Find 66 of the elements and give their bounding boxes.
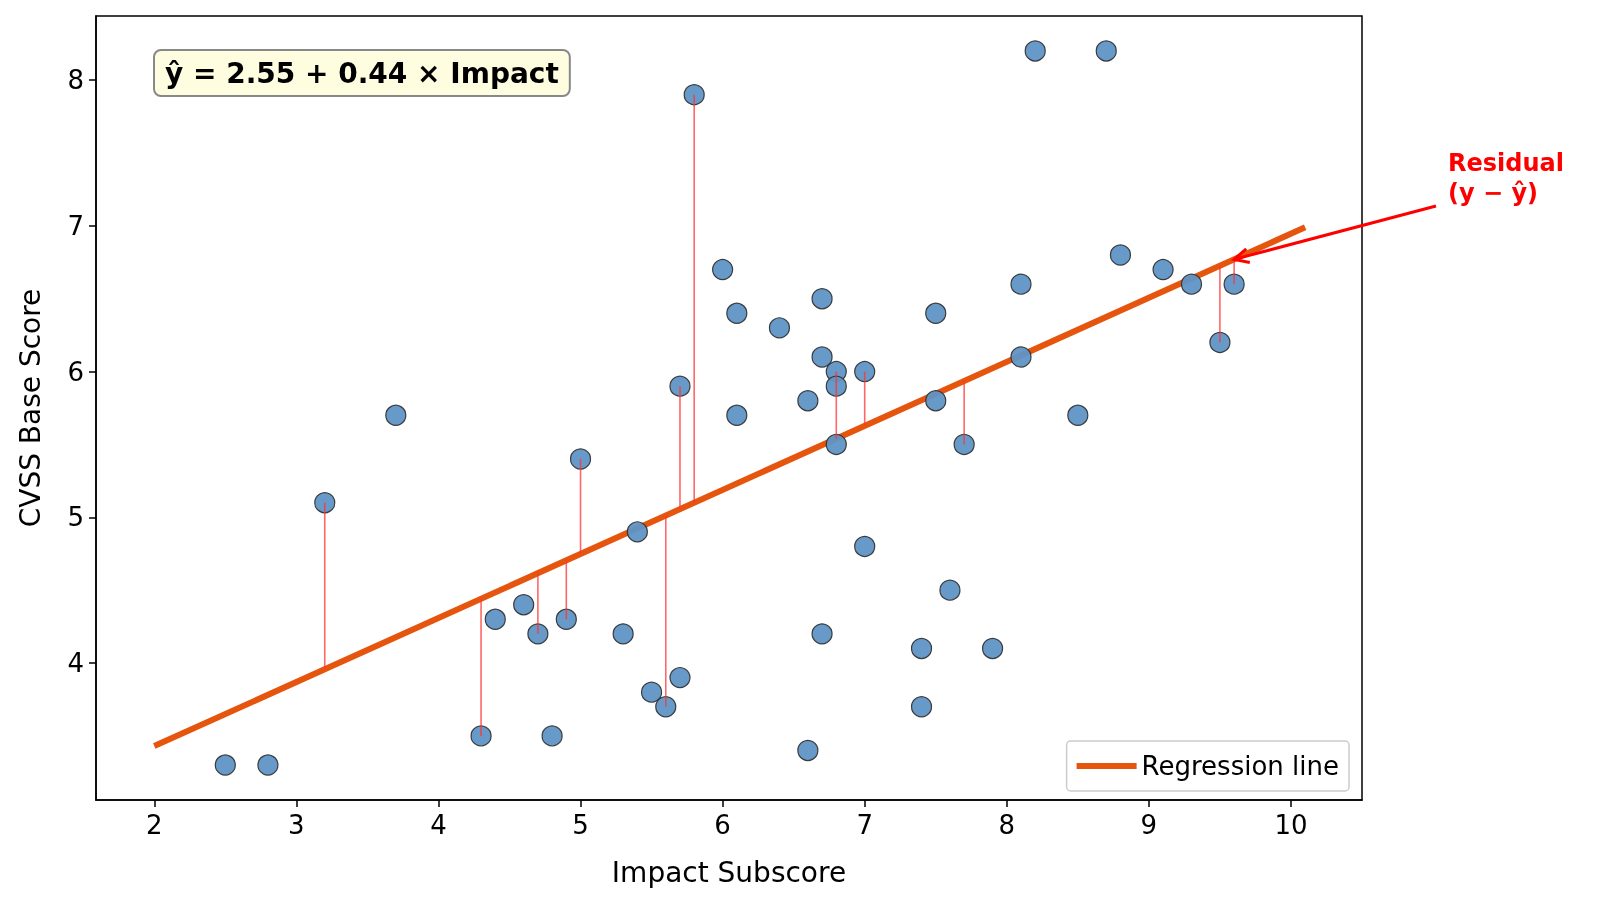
x-tick-label: 2: [145, 810, 163, 840]
point: [555, 608, 577, 630]
x-tick-label: 9: [1140, 810, 1158, 840]
point: [669, 667, 691, 689]
point: [655, 696, 677, 718]
point: [527, 623, 549, 645]
point: [1010, 273, 1032, 295]
point: [910, 637, 933, 660]
point: [640, 681, 663, 703]
point: [1109, 244, 1132, 266]
point: [925, 302, 947, 324]
point: [1180, 273, 1203, 295]
point: [513, 594, 535, 616]
point: [939, 579, 961, 601]
point: [1209, 331, 1231, 354]
point: [854, 360, 876, 383]
point: [1010, 346, 1032, 368]
y-tick-label: 5: [67, 502, 84, 533]
point: [797, 739, 819, 762]
point: [314, 492, 336, 514]
x-tick-label: 6: [714, 810, 731, 840]
x-tick-label: 10: [1274, 810, 1308, 840]
point: [1152, 258, 1174, 281]
point: [569, 448, 592, 470]
point: [214, 754, 236, 776]
x-tick-label: 3: [288, 810, 305, 840]
point: [257, 754, 279, 776]
point: [797, 390, 819, 412]
point: [953, 433, 975, 456]
point: [1024, 40, 1046, 62]
point: [768, 317, 791, 339]
y-axis-title: CVSS Base Score: [13, 288, 47, 528]
point: [981, 637, 1004, 660]
legend-label: Regression line: [1141, 751, 1340, 781]
point: [1095, 40, 1117, 62]
point: [811, 346, 833, 368]
point: [541, 725, 563, 747]
y-tick-label: 7: [67, 210, 84, 241]
y-tick-label: 4: [67, 648, 84, 679]
point: [470, 725, 492, 747]
point: [683, 84, 705, 106]
y-tick-label: 6: [67, 356, 84, 387]
x-tick-label: 7: [856, 810, 873, 840]
point: [825, 433, 847, 456]
point: [1223, 273, 1245, 295]
x-tick-label: 5: [572, 810, 589, 840]
point: [811, 623, 833, 645]
point: [1067, 404, 1089, 426]
point: [726, 302, 748, 324]
y-tick-label: 8: [67, 65, 84, 96]
point: [712, 258, 734, 281]
point: [925, 390, 947, 412]
annotation: Residual (y − ŷ): [1448, 149, 1564, 207]
point: [669, 375, 691, 397]
point: [385, 404, 407, 426]
point: [910, 696, 933, 718]
point: [811, 288, 833, 310]
point: [726, 404, 748, 426]
x-axis-title: Impact Subscore: [611, 855, 847, 889]
x-tick-label: 8: [998, 810, 1016, 840]
point: [612, 623, 634, 645]
annotation: ŷ = 2.55 + 0.44 × Impact: [165, 56, 559, 90]
point: [484, 608, 506, 630]
x-tick-label: 4: [430, 810, 447, 840]
point: [626, 521, 648, 543]
point: [854, 535, 876, 558]
